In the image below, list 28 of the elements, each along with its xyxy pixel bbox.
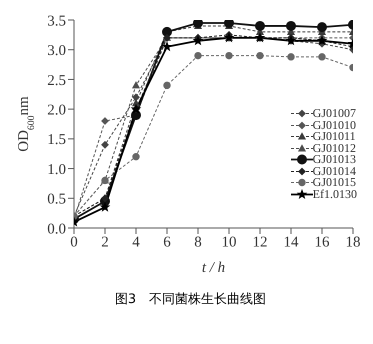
x-axis-title: t / h [202,260,226,276]
legend-label: GJ01011 [312,129,356,143]
x-tick-label: 16 [314,234,330,251]
x-tick-label: 8 [194,234,202,251]
y-tick-label: 1.5 [47,132,66,148]
y-tick-label: 1.0 [47,162,66,178]
x-tick-label: 14 [284,234,299,251]
y-tick-label: 2.0 [47,102,66,118]
x-tick-label: 2 [101,234,109,251]
legend-label: GJ01007 [312,106,356,120]
x-tick-label: 18 [346,234,360,251]
y-tick-label: 2.5 [47,72,66,89]
legend-label: GJ01014 [312,164,356,178]
y-tick-label: 0.0 [47,221,66,238]
x-tick-label: 10 [222,234,236,251]
y-tick-label: 3.5 [47,13,66,30]
legend-label: GJ01015 [312,175,356,189]
legend-label: Ef1.0130 [312,186,357,200]
x-tick-label: 0 [70,234,78,251]
legend-label: GJ01010 [312,118,356,132]
legend-label: GJ01012 [312,140,356,154]
text: 图3 不同菌株生长曲线图 [114,291,268,308]
x-tick-label: 6 [163,234,172,251]
legend-label: GJ01013 [312,152,356,166]
y-tick-label: 3.0 [47,43,66,60]
x-tick-label: 4 [132,234,140,251]
x-tick-label: 12 [252,234,268,251]
y-tick-label: 0.5 [47,192,66,208]
